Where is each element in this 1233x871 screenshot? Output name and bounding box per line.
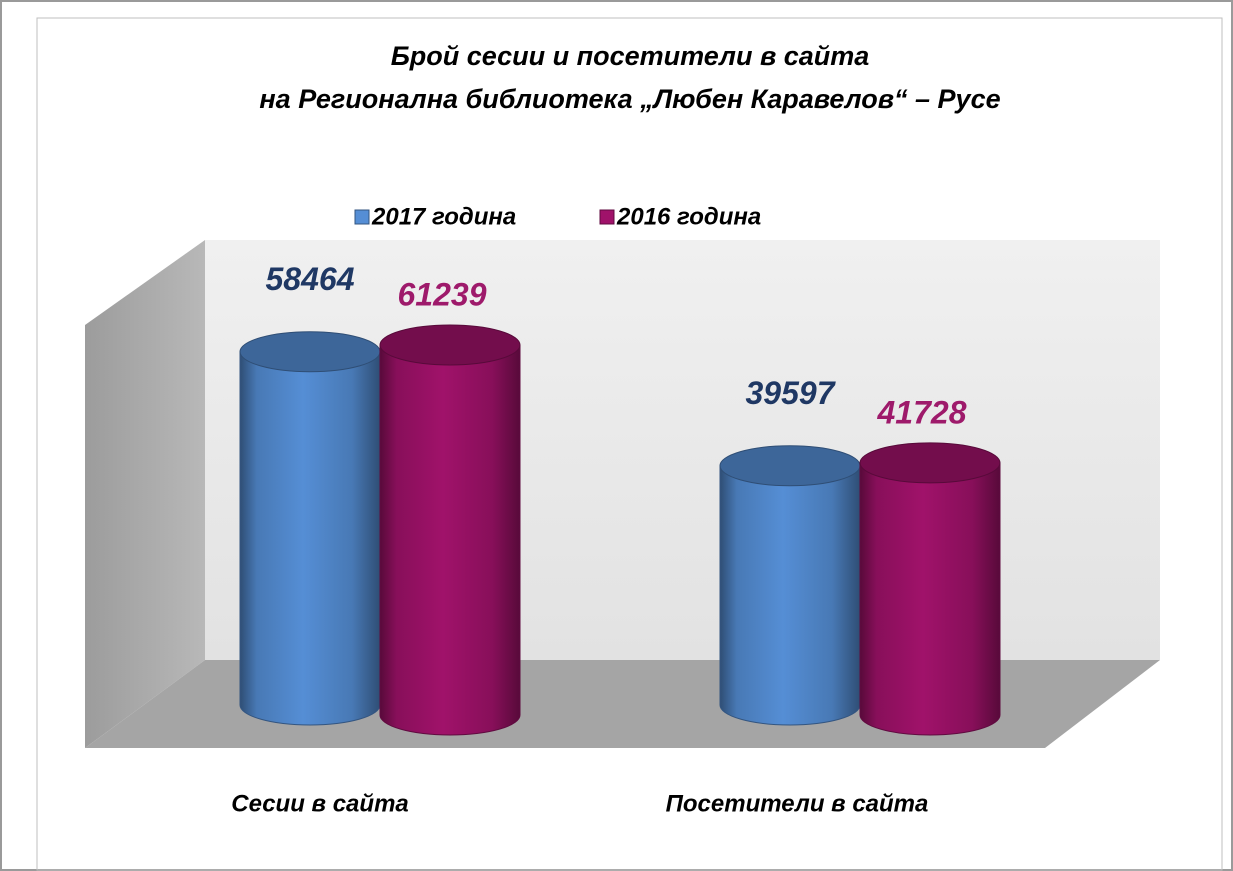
legend-swatch bbox=[354, 209, 370, 225]
x-tick-label: Сесии в сайта bbox=[231, 790, 409, 817]
bar-top bbox=[379, 324, 521, 366]
data-label: 58464 bbox=[266, 261, 355, 297]
bar bbox=[379, 344, 521, 736]
x-tick-label: Посетители в сайта bbox=[666, 790, 929, 817]
chart-border bbox=[36, 17, 1223, 871]
legend-label: 2016 година bbox=[616, 203, 761, 230]
data-label: 41728 bbox=[877, 394, 967, 430]
data-label: 61239 bbox=[398, 276, 487, 312]
bar bbox=[859, 462, 1001, 736]
legend-swatch bbox=[599, 209, 615, 225]
chart-title: на Регионална библиотека „Любен Каравело… bbox=[259, 84, 1000, 114]
bar bbox=[239, 351, 381, 726]
bar bbox=[719, 465, 861, 726]
bar-top bbox=[859, 442, 1001, 484]
bar-top bbox=[239, 331, 381, 373]
side-wall bbox=[85, 240, 205, 748]
legend-label: 2017 година bbox=[371, 203, 516, 230]
data-label: 39597 bbox=[746, 375, 837, 411]
chart-title: Брой сесии и посетители в сайта bbox=[391, 41, 870, 71]
bar-top bbox=[719, 445, 861, 487]
